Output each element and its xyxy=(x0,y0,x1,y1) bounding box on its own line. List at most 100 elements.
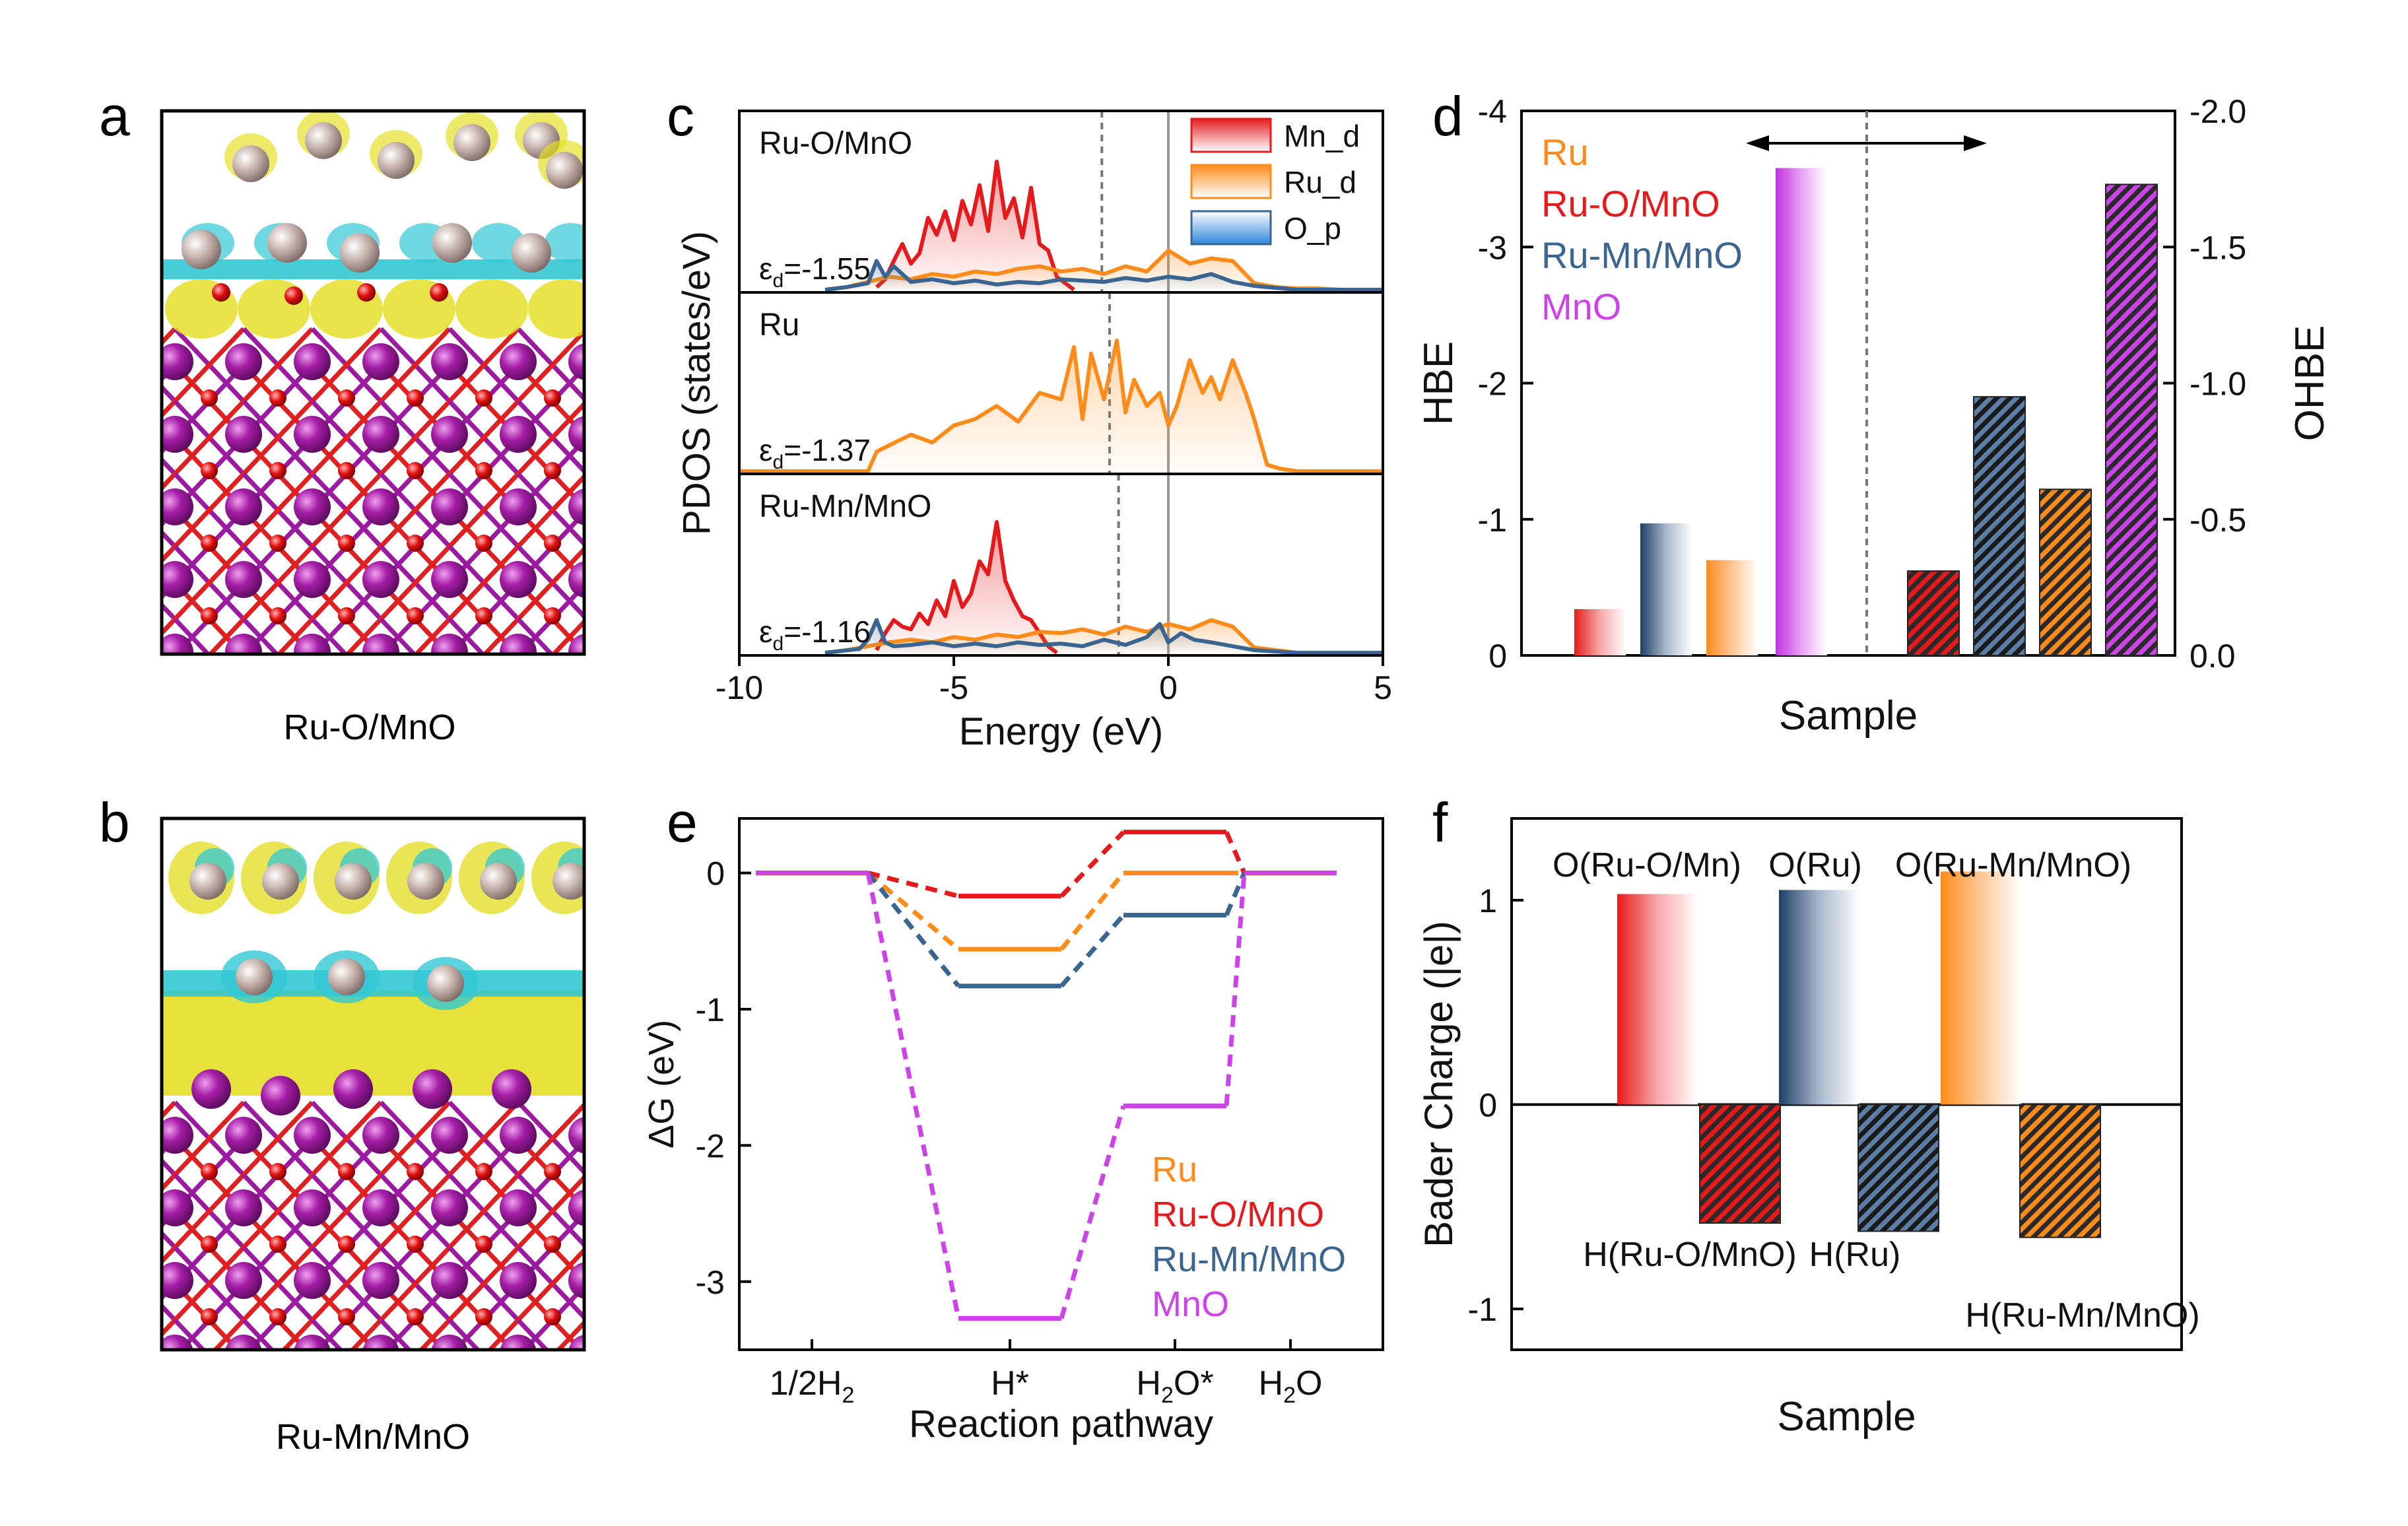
mn-atom xyxy=(162,488,193,525)
panel-letter-f: f xyxy=(1432,791,1448,853)
x-tick-label: 0 xyxy=(1159,669,1178,706)
mn-atom xyxy=(362,488,399,525)
ru-atom xyxy=(262,863,299,900)
o-atom xyxy=(269,535,286,552)
pdos-d-band-center-label: εd=-1.55 xyxy=(759,251,871,292)
mn-atom xyxy=(492,1069,531,1109)
o-atom xyxy=(269,389,286,407)
o-atom xyxy=(338,1381,355,1398)
o-atom xyxy=(475,1236,492,1253)
structure-atoms xyxy=(162,818,630,1471)
o-atom xyxy=(613,1163,630,1180)
o-atom xyxy=(201,1308,218,1325)
mn-atom xyxy=(362,1335,399,1350)
o-atom xyxy=(407,680,424,697)
panel-letter-c: c xyxy=(667,85,694,147)
charge-isosurface xyxy=(455,279,528,339)
mn-atom xyxy=(362,634,399,654)
o-atom xyxy=(338,1308,355,1325)
o-atom xyxy=(338,389,355,407)
mn-atom xyxy=(431,561,468,598)
o-atom xyxy=(544,1308,561,1325)
y-tick-label: -1 xyxy=(1478,502,1507,539)
mn-atom xyxy=(500,634,537,654)
o-atom xyxy=(613,535,630,552)
mn-atom xyxy=(431,488,468,525)
mn-atom xyxy=(568,1335,584,1350)
o-atom xyxy=(407,389,424,407)
pdos-area-o-p xyxy=(825,620,1383,653)
o-atom xyxy=(613,462,630,479)
mn-atom xyxy=(431,343,468,380)
mn-atom xyxy=(500,561,537,598)
mn-atom xyxy=(162,1262,193,1299)
ru-atom xyxy=(427,965,464,1002)
y-tick-label: -1 xyxy=(1468,1291,1497,1328)
o-atom xyxy=(544,462,561,479)
ru-atom xyxy=(340,233,380,273)
hbe-bar-ru xyxy=(1706,560,1758,655)
structure-image-ru-mn-mno xyxy=(162,818,630,1471)
o-atom xyxy=(613,607,630,624)
o-atom xyxy=(613,1381,630,1398)
mn-atom xyxy=(568,343,584,380)
x-tick-label: H2O* xyxy=(1136,1364,1213,1408)
ru-atom xyxy=(305,122,342,159)
y-tick-label: -2 xyxy=(696,1127,725,1164)
o-atom xyxy=(613,1453,630,1471)
mn-atom xyxy=(568,416,584,453)
y-tick-label-right: -1.0 xyxy=(2190,366,2246,403)
mn-atom xyxy=(294,1117,331,1154)
mn-atom xyxy=(294,1262,331,1299)
mn-atom xyxy=(362,561,399,598)
chart-hbe-ohbe: 0 -1 -2 -3 -4 0.0 -0.5 -1.0 -1.5 -2.0 Sample HBE OHB… xyxy=(1416,93,2333,739)
legend-swatch-o-p xyxy=(1190,210,1272,246)
o-atom xyxy=(338,1236,355,1253)
pdos-area-mn-d xyxy=(877,522,1057,653)
bar-label: O(Ru) xyxy=(1768,846,1862,884)
mn-atom xyxy=(261,1076,300,1115)
hbe-bar-mno xyxy=(1776,168,1827,655)
o-atom xyxy=(475,1163,492,1180)
mn-atom xyxy=(294,416,331,453)
bader-bar-h-ru- xyxy=(1857,1104,1939,1232)
ru-atom xyxy=(335,863,372,900)
mn-atom xyxy=(225,416,262,453)
mn-atom xyxy=(294,488,331,525)
legend-label: Mn_d xyxy=(1284,119,1360,153)
o-atom xyxy=(475,607,492,624)
mn-atom xyxy=(431,1189,468,1226)
o-atom xyxy=(544,1453,561,1471)
o-atom xyxy=(544,1236,561,1253)
mn-atom xyxy=(431,1335,468,1350)
o-atom xyxy=(269,1381,286,1398)
o-atom xyxy=(544,607,561,624)
energy-connector-mno xyxy=(865,872,961,1319)
mn-atom xyxy=(294,634,331,654)
mn-atom xyxy=(431,1117,468,1154)
panel-letter-b: b xyxy=(99,791,130,853)
o-atom xyxy=(407,535,424,552)
energy-connector-mno xyxy=(1059,1105,1126,1319)
legend-label: MnO xyxy=(1152,1284,1229,1324)
bader-bar-h-ru-mn-mno- xyxy=(2019,1104,2101,1238)
o-atom xyxy=(269,1236,286,1253)
ru-atom xyxy=(328,958,365,995)
o-atom xyxy=(544,680,561,697)
ohbe-bar-ru-o-mno xyxy=(1907,570,1960,656)
mn-atom xyxy=(162,1117,193,1154)
structure-frame-a xyxy=(160,109,586,656)
mn-atom xyxy=(500,1117,537,1154)
chart-bader-charge: O(Ru-O/Mn) H(Ru-O/MnO) O(Ru) H(Ru) O(Ru-Mn/M… xyxy=(1417,817,2200,1440)
y-axis-label: Bader Charge (|e|) xyxy=(1417,921,1461,1247)
x-axis-label: Reaction pathway xyxy=(909,1403,1213,1445)
mn-atom xyxy=(225,1335,262,1350)
mn-atom xyxy=(225,1189,262,1226)
bader-bar-h-ru-o-mno- xyxy=(1699,1104,1781,1224)
mn-atom xyxy=(362,1262,399,1299)
legend-label: O_p xyxy=(1284,211,1341,246)
o-atom xyxy=(613,680,630,697)
o-atom xyxy=(269,462,286,479)
o-atom xyxy=(613,389,630,407)
o-atom xyxy=(475,389,492,407)
